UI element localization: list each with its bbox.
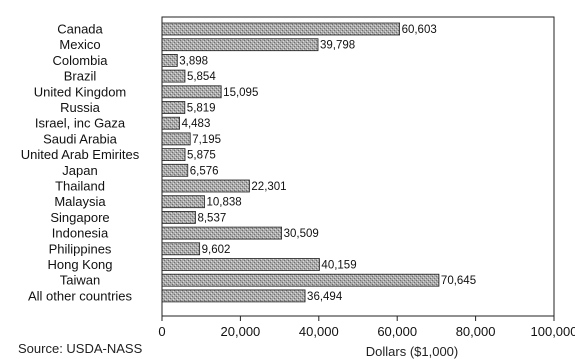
plot-frame — [161, 16, 555, 317]
x-tick-label: 80,000 — [456, 324, 496, 339]
bar — [161, 273, 440, 287]
data-label: 22,301 — [251, 181, 286, 193]
data-label: 8,537 — [197, 212, 226, 224]
data-label: 15,095 — [223, 87, 258, 99]
bar — [161, 258, 320, 271]
bar — [161, 69, 186, 83]
category-label: Taiwan — [60, 273, 100, 288]
category-label: Saudi Arabia — [43, 131, 117, 146]
category-label: Hong Kong — [47, 257, 112, 272]
data-label: 30,509 — [284, 228, 319, 240]
x-axis-label: Dollars ($1,000) — [366, 344, 459, 359]
bar — [161, 116, 180, 130]
category-label: Malaysia — [54, 194, 106, 209]
bar — [161, 289, 306, 303]
data-label: 70,645 — [441, 275, 476, 287]
data-label: 9,602 — [202, 244, 231, 256]
category-label: Brazil — [64, 69, 97, 84]
data-label: 5,819 — [187, 103, 216, 115]
bar — [161, 38, 319, 52]
category-label: Canada — [57, 22, 103, 37]
data-label: 5,854 — [187, 71, 216, 83]
bar — [161, 132, 191, 146]
category-label: Indonesia — [52, 226, 109, 241]
bars — [161, 22, 440, 303]
source-note: Source: USDA-NASS — [18, 341, 143, 356]
data-label: 39,798 — [320, 40, 355, 52]
category-label: Mexico — [59, 37, 100, 52]
data-label: 5,875 — [187, 150, 216, 162]
data-label: 36,494 — [307, 291, 343, 303]
data-label: 10,838 — [206, 197, 241, 209]
data-label: 40,159 — [321, 260, 356, 272]
category-label: Philippines — [49, 241, 112, 256]
data-label: 3,898 — [179, 55, 208, 67]
x-tick-label: 20,000 — [221, 324, 261, 339]
bar — [161, 101, 186, 114]
bar — [161, 163, 189, 177]
category-label: All other countries — [28, 288, 133, 303]
bar — [161, 195, 205, 209]
category-label: Russia — [60, 100, 101, 115]
plot-border — [161, 16, 555, 317]
x-tick-label: 60,000 — [377, 324, 417, 339]
data-label: 6,576 — [190, 165, 219, 177]
value-labels: 60,603 39,798 3,898 5,854 15,095 5,819 4,483 7,… — [179, 24, 476, 303]
x-tick-label: 100,000 — [531, 324, 575, 339]
x-axis: 0 20,000 40,000 60,000 80,000 100,000 — [158, 316, 575, 339]
category-label: Colombia — [53, 53, 109, 68]
category-label: United Arab Emirites — [21, 147, 140, 162]
bar — [161, 210, 196, 224]
data-label: 4,483 — [182, 118, 211, 130]
bar — [161, 226, 282, 240]
data-label: 60,603 — [402, 24, 437, 36]
bar — [161, 54, 178, 67]
category-label: Japan — [62, 163, 97, 178]
x-tick-label: 0 — [158, 324, 165, 339]
bar — [161, 148, 186, 162]
category-label: Thailand — [55, 179, 105, 194]
bar — [161, 85, 222, 99]
category-label: Israel, inc Gaza — [35, 116, 126, 131]
category-label: United Kingdom — [34, 84, 127, 99]
data-label: 7,195 — [192, 134, 221, 146]
bar — [161, 22, 400, 36]
bar — [161, 179, 250, 193]
bar — [161, 242, 201, 256]
category-label: Singapore — [50, 210, 109, 225]
x-tick-label: 40,000 — [299, 324, 339, 339]
